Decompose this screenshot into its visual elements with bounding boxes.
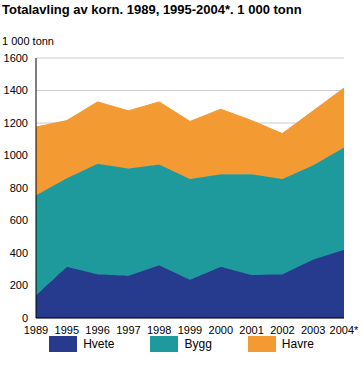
svg-text:2000: 2000 [209,324,233,336]
svg-text:1400: 1400 [8,84,28,96]
svg-text:1000: 1000 [8,149,28,161]
svg-text:2001: 2001 [239,324,263,336]
svg-text:200: 200 [10,279,28,291]
svg-text:1999: 1999 [178,324,202,336]
svg-text:1995: 1995 [55,324,79,336]
svg-text:2004*: 2004* [330,324,355,336]
html-text:Totalavling av korn. 1989, 199: Totalavling av korn. 1989, 1995-2004*. 1… [2,2,302,17]
svg-text:0: 0 [22,312,28,324]
svg-text:400: 400 [10,247,28,259]
svg-text:2002: 2002 [270,324,294,336]
svg-text:1989: 1989 [24,324,48,336]
svg-text:800: 800 [10,182,28,194]
svg-text:600: 600 [10,214,28,226]
html-text:Bygg: Bygg [184,337,212,351]
svg-text:1996: 1996 [85,324,109,336]
svg-text:1600: 1600 [8,52,28,64]
svg-text:1200: 1200 [8,117,28,129]
html-text:Havre: Havre [281,337,314,351]
svg-text:1997: 1997 [116,324,140,336]
html-text:1 000 tonn: 1 000 tonn [2,35,54,47]
svg-text:2003: 2003 [301,324,325,336]
svg-text:1998: 1998 [147,324,171,336]
html-text:Hvete: Hvete [83,337,115,351]
